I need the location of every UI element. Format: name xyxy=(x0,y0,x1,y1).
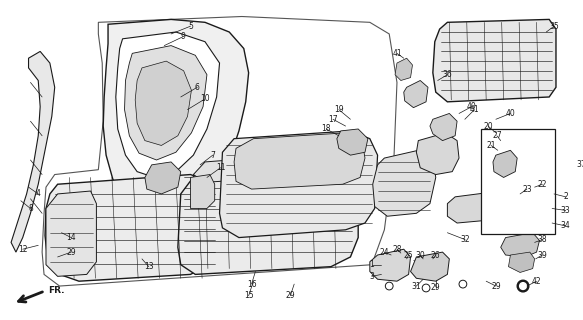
Text: 41: 41 xyxy=(392,49,402,58)
Polygon shape xyxy=(370,249,410,281)
Text: 37: 37 xyxy=(577,160,583,169)
Text: 42: 42 xyxy=(532,277,542,286)
Polygon shape xyxy=(125,45,207,160)
Text: 25: 25 xyxy=(404,251,413,260)
Polygon shape xyxy=(501,233,539,257)
Polygon shape xyxy=(395,58,413,81)
Polygon shape xyxy=(404,81,428,108)
Text: 23: 23 xyxy=(522,185,532,194)
Text: 18: 18 xyxy=(321,124,331,133)
Polygon shape xyxy=(508,252,535,272)
Text: 26: 26 xyxy=(431,251,441,260)
Polygon shape xyxy=(234,133,365,189)
Text: 41: 41 xyxy=(470,105,479,114)
Text: 40: 40 xyxy=(505,109,515,118)
Text: 39: 39 xyxy=(538,251,547,260)
Polygon shape xyxy=(430,114,457,140)
Polygon shape xyxy=(416,133,459,174)
Text: 1: 1 xyxy=(370,260,374,269)
Polygon shape xyxy=(178,160,358,275)
Text: 40: 40 xyxy=(467,102,476,111)
Text: 5: 5 xyxy=(188,22,193,31)
Text: 21: 21 xyxy=(486,141,496,150)
Text: 2: 2 xyxy=(563,192,568,201)
Polygon shape xyxy=(220,131,378,237)
Polygon shape xyxy=(433,20,556,102)
Text: 4: 4 xyxy=(36,189,41,198)
Polygon shape xyxy=(116,32,220,178)
Polygon shape xyxy=(145,162,181,194)
Text: 9: 9 xyxy=(180,32,185,41)
Text: 28: 28 xyxy=(392,245,402,254)
Text: 22: 22 xyxy=(538,180,547,189)
Text: 30: 30 xyxy=(415,251,425,260)
Text: 27: 27 xyxy=(492,131,501,140)
Text: 14: 14 xyxy=(66,233,76,242)
Text: 29: 29 xyxy=(431,284,441,292)
Polygon shape xyxy=(447,189,523,223)
Polygon shape xyxy=(194,152,350,182)
Polygon shape xyxy=(519,182,539,205)
Polygon shape xyxy=(191,174,215,208)
Text: 32: 32 xyxy=(460,235,470,244)
Text: 16: 16 xyxy=(247,280,257,289)
Polygon shape xyxy=(103,20,248,213)
Text: 11: 11 xyxy=(216,163,225,172)
Text: 7: 7 xyxy=(210,151,215,160)
Text: 24: 24 xyxy=(380,248,389,257)
Text: 38: 38 xyxy=(538,235,547,244)
Polygon shape xyxy=(46,191,96,276)
Polygon shape xyxy=(11,52,55,252)
Bar xyxy=(482,129,555,234)
Text: 13: 13 xyxy=(144,262,153,271)
Text: 29: 29 xyxy=(491,282,501,291)
Text: 36: 36 xyxy=(442,70,452,79)
Text: 33: 33 xyxy=(561,206,571,215)
Polygon shape xyxy=(373,150,436,216)
Text: 6: 6 xyxy=(195,83,200,92)
Text: FR.: FR. xyxy=(48,286,65,295)
Text: 15: 15 xyxy=(244,291,254,300)
Text: 3: 3 xyxy=(369,272,374,281)
Text: 12: 12 xyxy=(18,245,27,254)
Text: 34: 34 xyxy=(561,221,571,230)
Polygon shape xyxy=(135,61,191,146)
Polygon shape xyxy=(410,252,449,281)
Text: 17: 17 xyxy=(328,115,338,124)
Circle shape xyxy=(519,283,526,289)
Text: 19: 19 xyxy=(334,105,343,114)
Text: 29: 29 xyxy=(66,248,76,257)
Text: 29: 29 xyxy=(286,291,295,300)
Polygon shape xyxy=(45,174,223,281)
Text: 8: 8 xyxy=(28,204,33,213)
Text: 20: 20 xyxy=(483,122,493,131)
Text: 35: 35 xyxy=(549,22,559,31)
Text: 10: 10 xyxy=(200,94,210,103)
Text: 31: 31 xyxy=(412,282,421,291)
Polygon shape xyxy=(337,129,368,155)
Polygon shape xyxy=(493,150,517,178)
Circle shape xyxy=(517,280,529,292)
